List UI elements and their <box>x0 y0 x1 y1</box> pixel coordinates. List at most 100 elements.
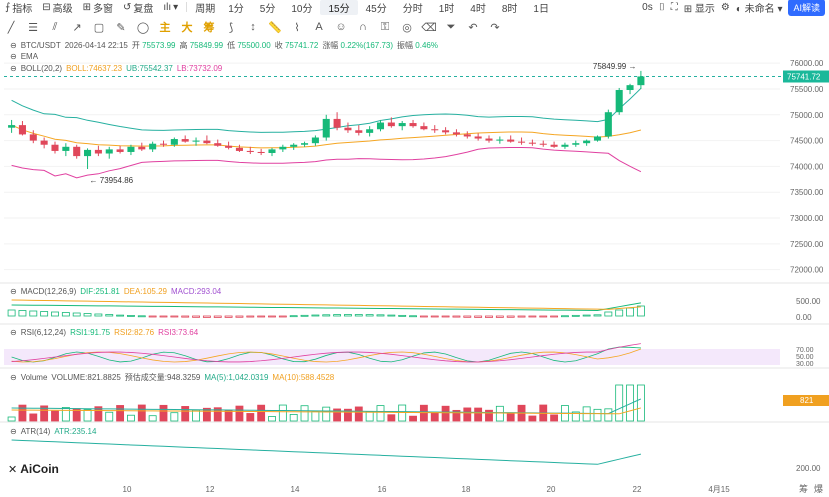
advanced-menu[interactable]: ⊟ 高级 <box>42 1 73 15</box>
liquidation-corner-button[interactable]: 爆 <box>813 484 823 494</box>
interval-8[interactable]: 8时 <box>501 3 518 15</box>
volume-bar <box>127 414 135 422</box>
volume-bar <box>441 405 450 422</box>
main-force-button[interactable]: 主 <box>159 22 171 34</box>
candle-body <box>290 144 298 147</box>
line-tool-icon[interactable]: ╱ <box>7 21 15 34</box>
redo-icon[interactable]: ↷ <box>490 21 500 34</box>
settings-icon[interactable]: ⚙ <box>720 1 730 13</box>
collapse-icon[interactable]: ⊖ <box>10 287 17 296</box>
candle-body <box>268 149 276 153</box>
camera-icon[interactable]: ⌷ <box>658 1 665 13</box>
hline-tool-icon[interactable]: ☰ <box>28 21 38 34</box>
collapse-icon[interactable]: ⊖ <box>10 41 17 50</box>
macd-bar <box>539 315 548 318</box>
volume-bar <box>40 405 49 422</box>
interval-1[interactable]: 5分 <box>259 3 276 15</box>
volume-bar <box>148 415 157 422</box>
pen-tool-icon[interactable]: ✎ <box>116 21 126 34</box>
macd-bar <box>51 311 59 317</box>
display-button[interactable]: ⊞ 显示 <box>683 3 715 15</box>
chart-type-menu[interactable]: ılı ▾ <box>158 2 183 13</box>
parallel-tool-icon[interactable]: ⫽ <box>52 20 58 33</box>
volume-legend: ⊖ Volume VOLUME:821.8825 预估成交量:948.3259 … <box>10 373 335 382</box>
undo-icon[interactable]: ↶ <box>468 21 478 34</box>
drawing-toolbar: ╱ ☰ ⫽ ↗ ▢ ✎ ◯ 主 大 筹 ⟆ ↕ 📏 ⌇ A ☺ ∩ ⚿ ◎ ⌫ … <box>0 18 829 36</box>
interval-7[interactable]: 4时 <box>470 3 486 15</box>
interval-4[interactable]: 45分 <box>365 3 387 15</box>
macd-bar <box>192 315 200 318</box>
macd-bar <box>159 315 168 318</box>
collapse-icon[interactable]: ⊖ <box>10 64 17 73</box>
big-order-button[interactable]: 大 <box>181 22 193 34</box>
refresh-interval[interactable]: 0s <box>642 1 653 13</box>
macd-bar <box>376 314 385 317</box>
candle-body <box>474 136 482 139</box>
collapse-icon[interactable]: ⊖ <box>10 427 17 436</box>
fullscreen-icon[interactable]: ⛶ <box>670 1 678 13</box>
volume-badge-label: 821 <box>800 396 814 405</box>
macd-bar <box>571 314 580 317</box>
candle-body <box>398 123 406 127</box>
filter-tool-icon[interactable]: ⏷ <box>446 20 456 33</box>
rsi1-line <box>11 346 641 363</box>
text-tool-icon[interactable]: A <box>315 21 323 33</box>
macd-bar <box>289 315 298 318</box>
candle-body <box>181 139 189 142</box>
ruler-tool-icon[interactable]: 📏 <box>268 21 282 34</box>
volume-ma10-line <box>11 407 642 415</box>
measure-tool-icon[interactable]: ↕ <box>250 21 256 33</box>
hide-tool-icon[interactable]: ◎ <box>402 21 412 34</box>
volume-bar <box>7 416 16 422</box>
toolbar-right: 0s ⌷ ⛶ ⊞ 显示 ⚙ ◐ 未命名 ▾ AI解读 <box>642 0 829 16</box>
interval-3[interactable]: 15分 <box>320 0 358 15</box>
chips-button[interactable]: 筹 <box>203 22 215 34</box>
x-tick-label: 22 <box>633 485 642 494</box>
volume-bar <box>246 413 255 422</box>
period-menu[interactable]: 周期 <box>195 3 216 15</box>
candle-body <box>583 140 591 144</box>
volume-bar <box>365 411 374 422</box>
interval-5[interactable]: 分时 <box>402 3 423 15</box>
candle-body <box>279 146 287 150</box>
macd-bar <box>181 315 190 318</box>
macd-bar <box>127 315 135 317</box>
replay-menu[interactable]: ↺ 复盘 <box>123 1 154 15</box>
candle-body <box>333 118 341 128</box>
interval-9[interactable]: 1日 <box>533 3 549 15</box>
collapse-icon[interactable]: ⊖ <box>10 52 17 61</box>
layout-button[interactable]: ◐ 未命名 ▾ <box>735 3 783 15</box>
divider <box>186 2 188 12</box>
emoji-tool-icon[interactable]: ☺ <box>335 21 347 33</box>
rect-tool-icon[interactable]: ▢ <box>93 21 105 34</box>
collapse-icon[interactable]: ⊖ <box>10 373 17 382</box>
advanced-icon: ⊟ <box>42 1 51 13</box>
boll-upper-line <box>11 88 642 133</box>
volume-bar <box>202 407 211 422</box>
x-tick-label: 18 <box>462 485 471 494</box>
delete-tool-icon[interactable]: ⌫ <box>421 21 437 34</box>
candle-body <box>8 125 16 128</box>
ai-explain-button[interactable]: AI解读 <box>788 0 825 16</box>
interval-2[interactable]: 10分 <box>291 3 313 15</box>
volume-bar <box>626 384 634 422</box>
candle-body <box>387 122 395 127</box>
volume-bar <box>235 405 244 422</box>
magnet-tool-icon[interactable]: ∩ <box>359 21 367 33</box>
interval-6[interactable]: 1时 <box>438 3 455 15</box>
candle-body <box>518 141 526 143</box>
chips-corner-button[interactable]: 筹 <box>798 484 808 494</box>
ray-tool-icon[interactable]: ↗ <box>72 21 82 34</box>
brush-tool-icon[interactable]: ⌇ <box>294 21 300 34</box>
volume-bar <box>333 408 342 422</box>
fib-tool-icon[interactable]: ⟆ <box>228 21 234 34</box>
circle-tool-icon[interactable]: ◯ <box>136 21 150 34</box>
multi-window-menu[interactable]: ⊞ 多窗 <box>82 1 113 15</box>
macd-bar <box>170 315 179 318</box>
collapse-icon[interactable]: ⊖ <box>10 328 17 337</box>
lock-tool-icon[interactable]: ⚿ <box>380 20 390 33</box>
indicators-menu[interactable]: ⨍ 指标 <box>5 1 33 15</box>
interval-0[interactable]: 1分 <box>228 3 244 15</box>
candle-body <box>550 144 558 147</box>
